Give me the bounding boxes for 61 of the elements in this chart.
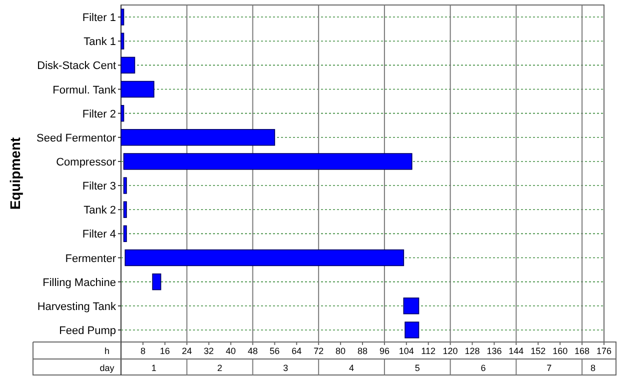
x-tick-label: 120	[442, 346, 458, 356]
bar	[404, 322, 420, 338]
x-tick-label: 96	[379, 346, 390, 356]
y-tick-label: Disk-Stack Cent	[37, 60, 116, 72]
bar	[123, 177, 127, 194]
x-tick-label: 8	[140, 346, 146, 356]
x2-axis-title: day	[100, 363, 115, 373]
x-tick-label: 128	[464, 346, 480, 356]
bar	[403, 298, 420, 314]
bar	[123, 225, 127, 242]
bar	[152, 273, 162, 290]
y-tick-label: Seed Fermentor	[36, 132, 116, 144]
text: 7	[546, 363, 552, 373]
x-tick-label: 144	[508, 346, 524, 356]
y-tick-label: Filter 3	[82, 180, 116, 193]
x-tick-label: 64	[292, 346, 302, 356]
y-tick-label: Feed Pump	[59, 324, 116, 337]
bar	[120, 104, 124, 122]
bar	[124, 249, 404, 266]
y-tick-label: Filter 1	[82, 12, 116, 24]
x-tick-label: 88	[357, 346, 368, 356]
x-tick-label: 176	[596, 346, 612, 356]
x-tick-label: 32	[204, 346, 214, 356]
x-tick-label: 136	[486, 346, 502, 356]
text: 5	[414, 363, 420, 373]
x-tick-label: 104	[398, 346, 414, 356]
x-tick-label: 48	[248, 346, 258, 356]
bar	[120, 129, 276, 146]
text: 1	[151, 363, 156, 373]
bar	[120, 80, 154, 98]
x-tick-label: 80	[336, 346, 346, 356]
x-tick-label: 168	[574, 346, 590, 356]
bar	[120, 8, 124, 26]
text: 8	[590, 363, 596, 373]
x-tick-label: 112	[421, 346, 436, 356]
y-tick-label: Harvesting Tank	[37, 300, 116, 313]
text: 3	[283, 363, 288, 373]
y-tick-label: Tank 1	[84, 36, 116, 48]
x-axis-title: h	[104, 346, 110, 356]
x-tick-label: 24	[182, 346, 192, 356]
text: 2	[217, 363, 222, 373]
y-tick-label: Compressor	[56, 156, 116, 168]
x-tick-label: 40	[226, 346, 236, 356]
text: 4	[349, 363, 354, 373]
bar	[120, 56, 136, 74]
y-tick-label: Filter 4	[82, 228, 116, 241]
bar	[120, 32, 124, 50]
x-tick-label: 160	[552, 346, 568, 356]
x-tick-label: 152	[530, 346, 546, 356]
x-tick-label: 16	[160, 346, 170, 356]
x-tick-label: 72	[314, 346, 324, 356]
text: 6	[480, 363, 486, 373]
y-tick-label: Filter 2	[82, 108, 116, 120]
y-tick-label: Fermenter	[65, 252, 116, 265]
bar	[123, 153, 412, 170]
y-tick-label: Filling Machine	[42, 276, 116, 289]
bar	[123, 201, 127, 218]
y-axis-title: Equipment	[7, 137, 23, 210]
y-tick-label: Formul. Tank	[52, 84, 116, 96]
x-tick-label: 56	[270, 346, 280, 356]
y-tick-label: Tank 2	[84, 204, 116, 217]
